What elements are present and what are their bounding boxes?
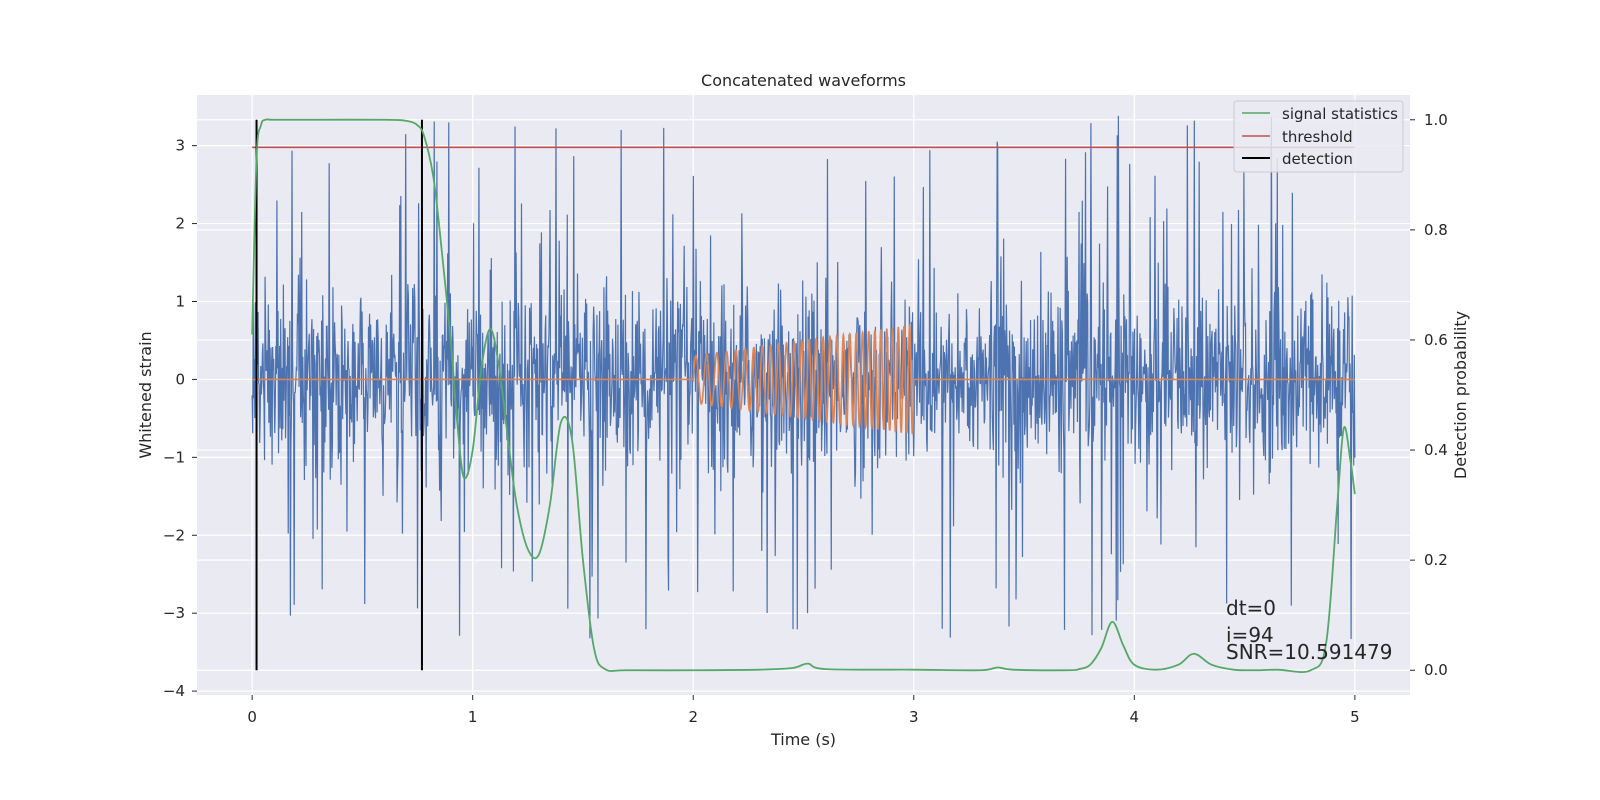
chart-title: Concatenated waveforms (701, 71, 906, 90)
y-tick-label-left: −1 (163, 448, 185, 466)
x-tick-label: 4 (1130, 708, 1140, 726)
axes: 0 1 2 3 4 5 −4 −3 −2 −1 0 1 2 3 0.0 0.2 0.4 0.6 0.8 1.0 (163, 111, 1448, 726)
y-tick-label-left: −3 (163, 604, 185, 622)
y-tick-label-right: 0.2 (1424, 551, 1448, 569)
y-tick-label-right: 1.0 (1424, 111, 1448, 129)
y-tick-label-right: 0.4 (1424, 441, 1448, 459)
x-tick-label: 5 (1350, 708, 1360, 726)
x-tick-label: 2 (688, 708, 698, 726)
legend: signal statistics threshold detection (1233, 100, 1404, 173)
y-tick-label-left: 3 (175, 137, 185, 155)
legend-label-signal-statistics: signal statistics (1282, 105, 1398, 123)
signal-statistics-line (251, 118, 1356, 673)
series-chirp-line (252, 323, 1355, 435)
y-tick-label-left: 0 (175, 370, 185, 388)
x-tick-label: 0 (247, 708, 257, 726)
y-tick-label-right: 0.6 (1424, 331, 1448, 349)
series-layer (251, 115, 1356, 673)
annotation-dt: dt=0 (1226, 596, 1276, 620)
y-tick-label-left: −2 (163, 526, 185, 544)
y-tick-label-left: 1 (175, 292, 185, 310)
y-tick-label-right: 0.8 (1424, 221, 1448, 239)
legend-label-threshold: threshold (1282, 128, 1353, 146)
annotation-snr: SNR=10.591479 (1226, 640, 1392, 664)
y-tick-label-left: 2 (175, 215, 185, 233)
legend-label-detection: detection (1282, 150, 1353, 168)
annotation-i: i=94 (1226, 623, 1274, 647)
legend-box (1233, 100, 1404, 173)
y-axis-label-left: Whitened strain (136, 331, 155, 458)
y-tick-label-right: 0.0 (1424, 661, 1448, 679)
annotations: dt=0 i=94 SNR=10.591479 (1226, 596, 1392, 664)
x-axis-label: Time (s) (770, 730, 836, 749)
x-tick-label: 3 (909, 708, 919, 726)
y-axis-label-right: Detection probability (1451, 311, 1470, 479)
y-tick-label-left: −4 (163, 682, 185, 700)
x-tick-label: 1 (468, 708, 478, 726)
